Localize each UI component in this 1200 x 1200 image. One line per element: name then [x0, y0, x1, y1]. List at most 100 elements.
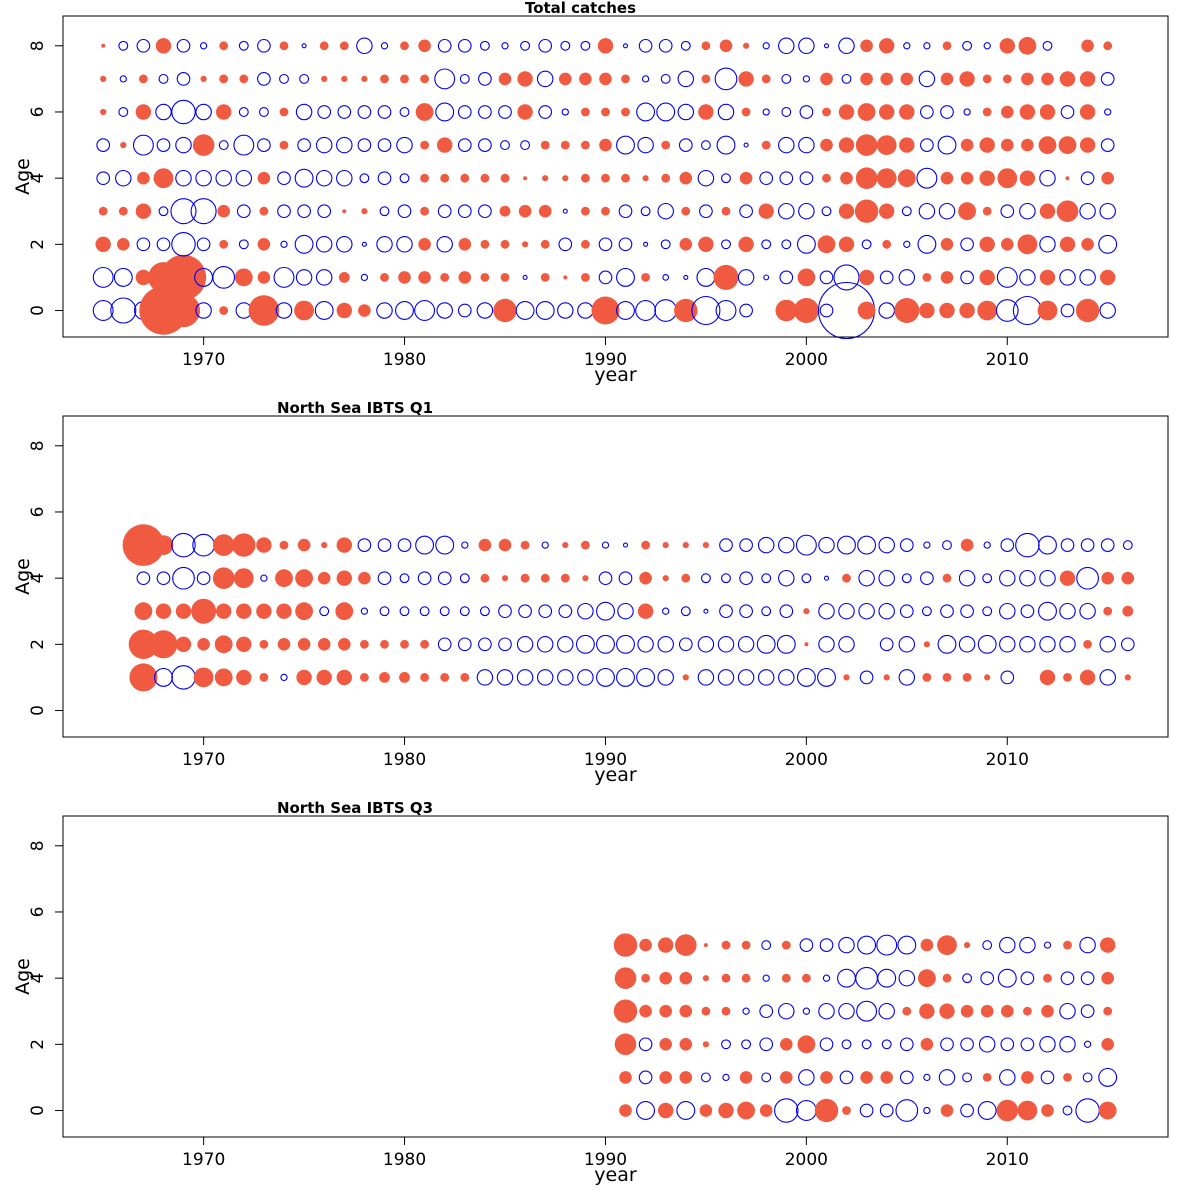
- negative-residual-bubble: [279, 73, 289, 84]
- negative-residual-bubble: [743, 142, 749, 148]
- positive-residual-bubble: [682, 542, 689, 549]
- negative-residual-bubble: [501, 42, 509, 50]
- positive-residual-bubble: [591, 296, 620, 325]
- positive-residual-bubble: [295, 602, 313, 621]
- negative-residual-bubble: [396, 136, 413, 154]
- negative-residual-bubble: [700, 573, 711, 584]
- negative-residual-bubble: [859, 670, 874, 685]
- negative-residual-bubble: [1059, 636, 1076, 653]
- y-tick-label: 8: [28, 840, 48, 851]
- plot-frame: [62, 15, 1169, 338]
- negative-residual-bubble: [434, 68, 456, 90]
- negative-residual-bubble: [560, 40, 571, 51]
- positive-residual-bubble: [458, 271, 472, 284]
- positive-residual-bubble: [275, 569, 293, 588]
- y-axis-label: Age: [12, 958, 34, 995]
- negative-residual-bubble: [855, 966, 878, 990]
- positive-residual-bubble: [741, 107, 751, 117]
- positive-residual-bubble: [822, 107, 831, 117]
- positive-residual-bubble: [659, 1038, 672, 1051]
- positive-residual-bubble: [681, 206, 691, 216]
- positive-residual-bubble: [200, 75, 207, 82]
- negative-residual-bubble: [336, 136, 353, 154]
- positive-residual-bubble: [597, 38, 614, 54]
- positive-residual-bubble: [1002, 74, 1012, 84]
- positive-residual-bubble: [317, 571, 331, 585]
- positive-residual-bubble: [1058, 136, 1077, 155]
- positive-residual-bubble: [820, 138, 833, 152]
- positive-residual-bubble: [437, 137, 453, 153]
- positive-residual-bubble: [562, 542, 569, 549]
- positive-residual-bubble: [216, 104, 232, 120]
- positive-residual-bubble: [797, 1035, 816, 1054]
- negative-residual-bubble: [982, 940, 993, 951]
- positive-residual-bubble: [679, 971, 693, 985]
- positive-residual-bubble: [840, 171, 853, 185]
- negative-residual-bubble: [923, 541, 931, 549]
- y-axis: 0 2 4 6 8 Age: [12, 440, 63, 716]
- positive-residual-bubble: [1124, 674, 1131, 681]
- positive-residual-bubble: [1023, 1006, 1032, 1016]
- positive-residual-bubble: [139, 74, 148, 84]
- negative-residual-bubble: [878, 569, 895, 587]
- positive-residual-bubble: [581, 273, 590, 282]
- negative-residual-bubble: [257, 38, 271, 53]
- negative-residual-bubble: [536, 70, 554, 88]
- negative-residual-bubble: [575, 634, 595, 654]
- negative-residual-bubble: [719, 538, 733, 552]
- positive-residual-bubble: [522, 241, 529, 248]
- negative-residual-bubble: [1039, 1036, 1056, 1053]
- negative-residual-bubble: [980, 971, 995, 986]
- x-tick-label: 2000: [785, 1150, 828, 1170]
- positive-residual-bubble: [236, 603, 252, 619]
- positive-residual-bubble: [480, 273, 490, 282]
- negative-residual-bubble: [778, 136, 795, 154]
- positive-residual-bubble: [360, 639, 369, 649]
- x-tick-label: 1970: [182, 350, 225, 370]
- negative-residual-bubble: [1000, 538, 1015, 552]
- negative-residual-bubble: [435, 535, 455, 555]
- positive-residual-bubble: [239, 74, 249, 84]
- y-tick-label: 2: [28, 639, 48, 650]
- negative-residual-bubble: [399, 573, 410, 584]
- negative-residual-bubble: [942, 540, 952, 551]
- negative-residual-bubble: [297, 204, 311, 219]
- negative-residual-bubble: [819, 938, 834, 952]
- positive-residual-bubble: [149, 630, 178, 659]
- negative-residual-bubble: [1080, 171, 1095, 186]
- negative-residual-bubble: [1122, 540, 1133, 551]
- negative-residual-bubble: [1060, 971, 1075, 986]
- negative-residual-bubble: [397, 538, 412, 552]
- negative-residual-bubble: [676, 1101, 696, 1120]
- positive-residual-bubble: [918, 969, 936, 988]
- positive-residual-bubble: [857, 301, 876, 320]
- negative-residual-bubble: [776, 634, 796, 654]
- negative-residual-bubble: [436, 302, 453, 319]
- positive-residual-bubble: [979, 236, 995, 252]
- negative-residual-bubble: [742, 1007, 750, 1015]
- negative-residual-bubble: [1000, 1037, 1015, 1052]
- negative-residual-bubble: [170, 198, 197, 225]
- positive-residual-bubble: [400, 74, 409, 84]
- negative-residual-bubble: [739, 204, 753, 219]
- positive-residual-bubble: [175, 603, 192, 619]
- positive-residual-bubble: [1063, 940, 1072, 950]
- negative-residual-bubble: [837, 968, 856, 988]
- positive-residual-bubble: [958, 202, 976, 221]
- positive-residual-bubble: [960, 1004, 974, 1018]
- negative-residual-bubble: [700, 140, 711, 151]
- negative-residual-bubble: [1098, 1067, 1118, 1087]
- negative-residual-bubble: [757, 669, 775, 686]
- negative-residual-bubble: [1098, 234, 1118, 254]
- positive-residual-bubble: [236, 636, 252, 652]
- negative-residual-bubble: [616, 267, 635, 287]
- negative-residual-bubble: [622, 43, 629, 49]
- negative-residual-bubble: [798, 37, 815, 55]
- positive-residual-bubble: [781, 973, 791, 983]
- positive-residual-bubble: [1098, 1101, 1117, 1120]
- negative-residual-bubble: [562, 208, 568, 214]
- negative-residual-bubble: [1083, 1040, 1092, 1048]
- negative-residual-bubble: [1079, 202, 1096, 220]
- negative-residual-bubble: [799, 105, 814, 119]
